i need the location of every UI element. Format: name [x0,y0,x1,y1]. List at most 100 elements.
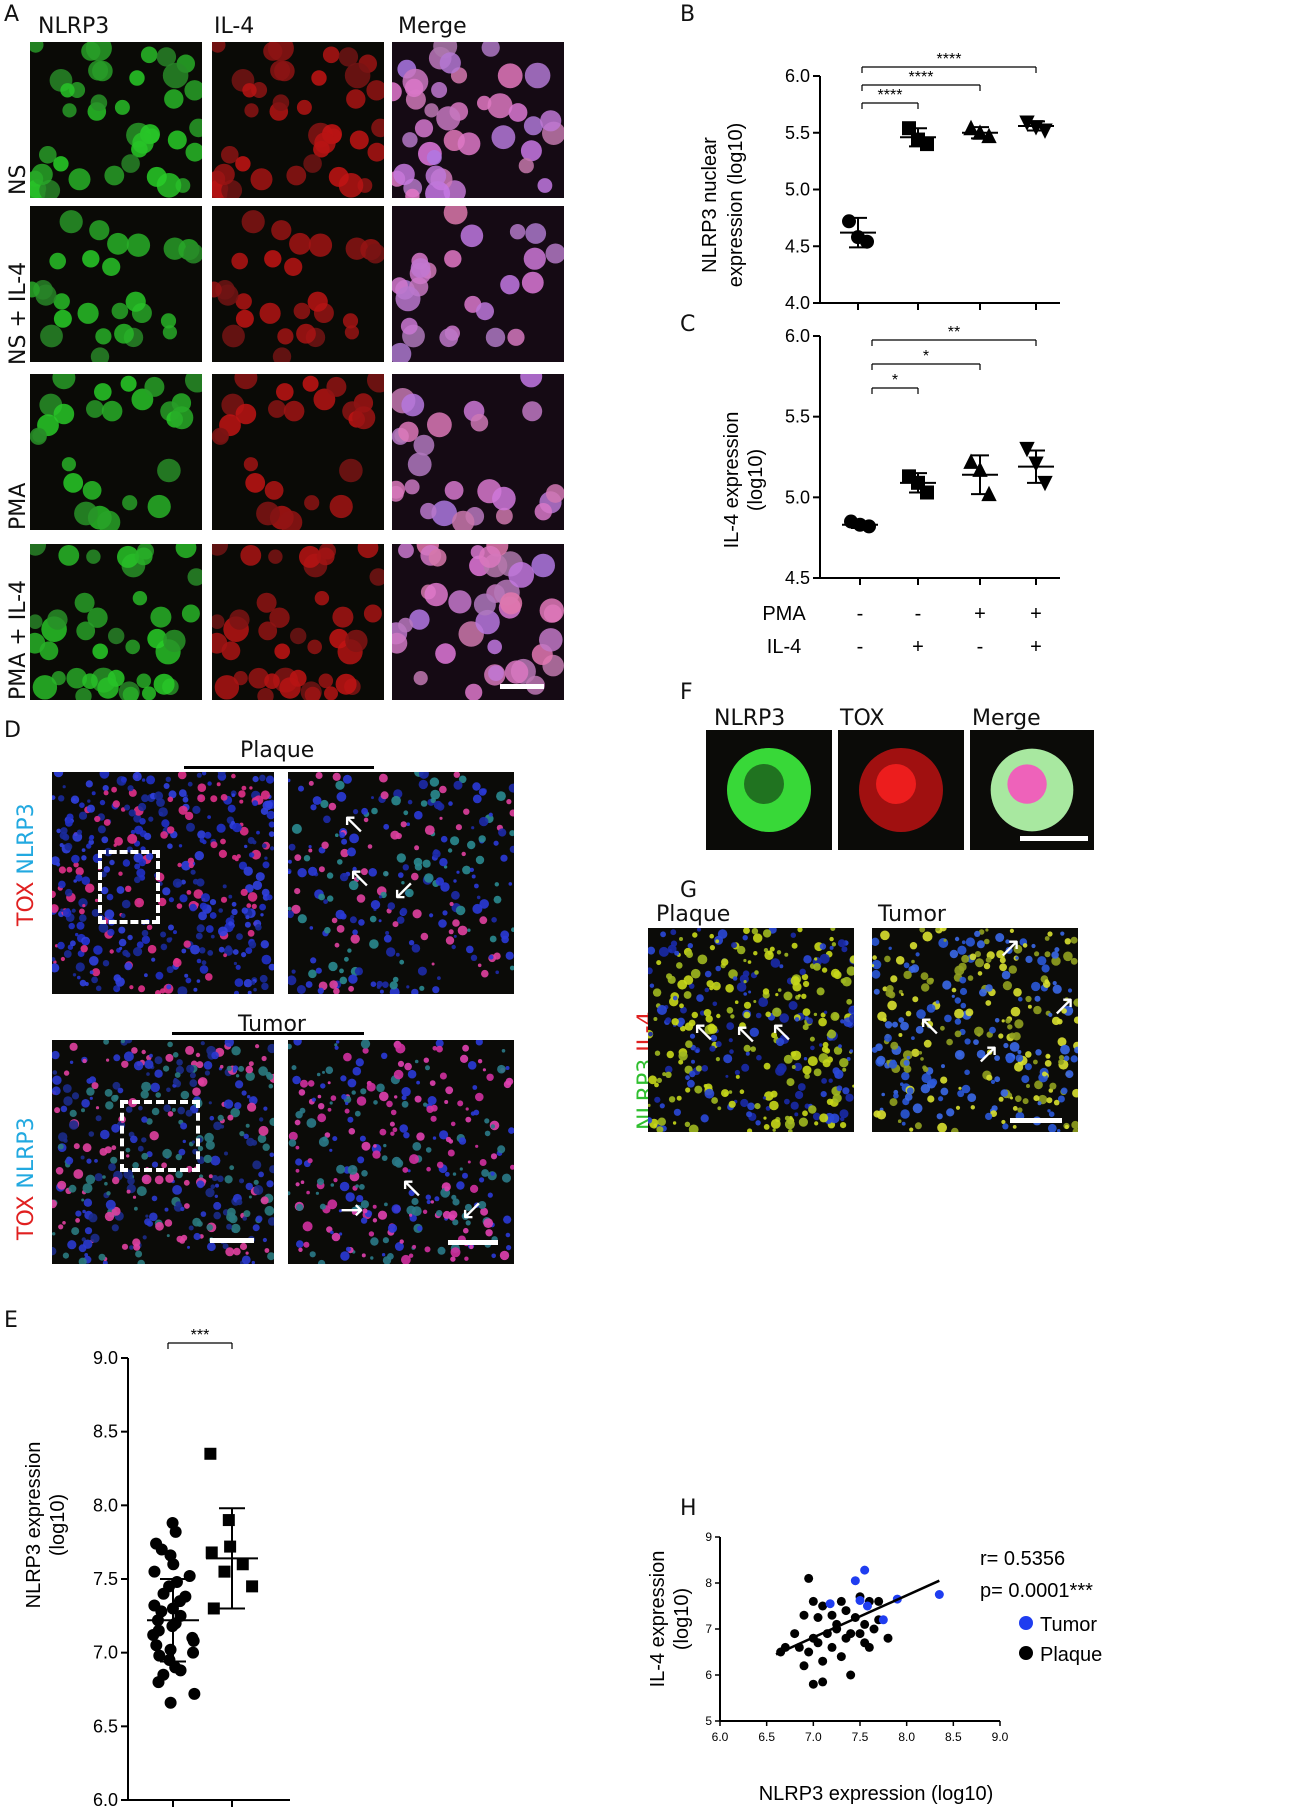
cell [226,1065,232,1071]
cell [292,1075,301,1085]
cell [324,927,331,934]
cell [288,1139,297,1147]
cell [1051,956,1061,966]
cell [144,376,165,397]
sig-label: **** [909,69,934,86]
cell [90,94,108,111]
f-col-tox: TOX [840,706,885,731]
cell [1072,1088,1078,1098]
cell [443,206,468,225]
data-point [148,1565,161,1578]
cell [440,835,448,843]
cell [959,976,967,984]
cell [207,1242,216,1252]
cell [431,82,448,98]
cell [207,781,212,786]
cell [695,1049,700,1053]
cell [80,1155,85,1160]
cell [367,844,373,849]
cell [453,780,463,790]
cell [291,969,296,974]
cell [122,686,139,700]
cell [317,1259,326,1264]
cell [336,791,347,802]
cell [665,1017,672,1024]
cell [239,1131,245,1137]
cell [784,952,789,957]
cell [452,1198,460,1206]
cell [507,328,525,346]
cell [99,772,110,779]
g-col-plaque: Plaque [656,902,731,927]
cell [270,846,274,851]
cell [103,866,111,873]
cell [162,325,177,340]
cell [231,901,237,907]
cell [1034,1080,1043,1090]
cell [264,1205,274,1216]
cell [205,925,214,933]
cell [426,150,442,165]
cell [327,895,334,902]
micrograph-cells [212,210,384,362]
cell [351,1209,358,1215]
cell [356,1195,364,1203]
cell [456,1181,465,1190]
chart-h-xlabel: NLRP3 expression (log10) [759,1783,994,1805]
cell [58,545,80,566]
cell [505,1066,510,1070]
cell [149,1212,158,1222]
cell [488,665,504,682]
cell [230,1107,240,1118]
cell [105,1199,116,1210]
data-point [207,1602,220,1615]
cell [852,1084,854,1088]
cell [200,1041,205,1046]
cell [399,959,405,965]
row-label-ns-il4: NS + IL-4 [6,261,31,365]
cell [82,1183,93,1194]
g-tumor-image: ↗ ↖ ↗ ↗ [872,928,1078,1132]
cell [90,347,110,362]
data-point [167,1558,180,1571]
cell [430,797,436,804]
cell [424,103,439,118]
cell [315,772,323,779]
cell [210,795,218,803]
cell [318,866,325,873]
cell [332,606,354,628]
cell [243,866,253,876]
cell [674,950,680,956]
cell [336,1164,346,1174]
cell [984,938,990,945]
cell [767,950,773,955]
cell [269,1165,274,1174]
cell [95,328,112,345]
cell [747,960,752,964]
data-point [188,1687,201,1700]
cell [779,964,784,969]
cell [166,1087,171,1093]
cell [137,1259,145,1264]
cell [75,932,79,937]
cell [1037,1101,1042,1106]
cell [511,927,514,932]
cell [427,412,452,438]
cell [133,947,143,957]
cell [229,609,250,630]
cell [244,844,248,849]
cell [716,1013,721,1019]
cell [652,988,662,997]
cell [688,983,695,989]
cell [63,473,84,493]
cell [91,968,101,977]
x-tick-label: 8.0 [898,1730,915,1744]
cell [1033,1005,1042,1015]
cell [261,843,267,849]
cell [264,1248,270,1253]
cell [147,944,157,954]
col-label-il4: IL-4 [214,14,255,39]
cell [75,874,83,882]
cell [125,639,140,655]
cell [250,168,273,191]
